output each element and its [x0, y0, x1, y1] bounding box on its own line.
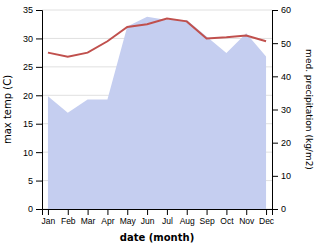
tick: 60: [272, 5, 291, 15]
tick-label: 15: [23, 119, 33, 129]
tick-mark: [167, 209, 168, 215]
tick-mark: [272, 143, 278, 144]
tick-label: 30: [281, 105, 291, 115]
tick-mark: [127, 209, 128, 215]
axis-line: [36, 11, 43, 210]
tick-label: 50: [281, 39, 291, 49]
axis-line: [273, 11, 279, 210]
tick-mark: [36, 95, 42, 96]
tick: 5: [28, 176, 42, 186]
x-axis: Jan Feb Mar Apr May Jun Jul Aug Sep Oct Nov Dec: [42, 209, 275, 226]
axis-line: [43, 210, 273, 216]
tick-mark: [272, 10, 278, 11]
tick: 40: [272, 72, 291, 82]
tick: Jul: [162, 209, 173, 226]
tick-mark: [272, 209, 278, 210]
tick-label: 25: [23, 62, 33, 72]
tick-label: 60: [281, 5, 291, 15]
tick: 30: [23, 34, 42, 44]
tick-mark: [272, 176, 278, 177]
tick-mark: [36, 181, 42, 182]
tick-label: Nov: [239, 216, 255, 226]
tick: Apr: [101, 209, 114, 226]
tick-label: Jun: [141, 216, 155, 226]
line: [48, 19, 266, 57]
tick-mark: [246, 209, 247, 215]
tick: May: [120, 209, 137, 226]
tick: 0: [28, 204, 42, 214]
tick-label: 20: [281, 138, 291, 148]
tick: Oct: [220, 209, 234, 226]
tick-label: Sep: [200, 216, 215, 226]
area: [48, 17, 266, 209]
tick-label: Feb: [61, 216, 76, 226]
tick: Aug: [180, 209, 195, 226]
tick-label: 35: [23, 5, 33, 15]
tick: Jun: [141, 209, 155, 226]
tick-mark: [266, 209, 267, 215]
tick-mark: [272, 76, 278, 77]
tick: Nov: [239, 209, 255, 226]
tick-label: Jul: [162, 216, 173, 226]
tick: Sep: [200, 209, 215, 226]
tick: Dec: [259, 209, 275, 226]
tick-label: Jan: [42, 216, 56, 226]
tick-mark: [36, 152, 42, 153]
tick-label: Mar: [81, 216, 96, 226]
tick-mark: [36, 124, 42, 125]
tick-mark: [107, 209, 108, 215]
tick-mark: [36, 38, 42, 39]
tick-mark: [226, 209, 227, 215]
tick-label: May: [120, 216, 137, 226]
tick-label: Oct: [220, 216, 234, 226]
tick-label: 0: [281, 204, 286, 214]
marks: [48, 17, 266, 209]
tick-mark: [272, 43, 278, 44]
tick: 30: [272, 105, 291, 115]
tick: 20: [272, 138, 291, 148]
tick-label: 10: [23, 148, 33, 158]
tick: 10: [23, 148, 42, 158]
grid: [42, 10, 272, 209]
tick-mark: [36, 209, 42, 210]
tick-mark: [147, 209, 148, 215]
y-axis-title: max temp (C): [2, 75, 13, 144]
tick: 0: [272, 204, 286, 214]
tick-mark: [88, 209, 89, 215]
tick-mark: [68, 209, 69, 215]
tick-mark: [272, 110, 278, 111]
tick-mark: [48, 209, 49, 215]
tick-label: Dec: [259, 216, 275, 226]
tick-label: 40: [281, 72, 291, 82]
tick: 35: [23, 5, 42, 15]
tick-label: 0: [28, 204, 33, 214]
tick-mark: [187, 209, 188, 215]
grid-line: [42, 10, 272, 11]
tick: Mar: [81, 209, 96, 226]
y-axis: 0 5 10 15 20 25 30 35: [23, 5, 43, 214]
tick: 15: [23, 119, 42, 129]
tick: Jan: [42, 209, 56, 226]
tick-label: Aug: [180, 216, 195, 226]
tick: 50: [272, 39, 291, 49]
y2-axis: 0 10 20 30 40 50 60: [272, 5, 291, 214]
tick-mark: [36, 10, 42, 11]
tick-label: 5: [28, 176, 33, 186]
tick: 20: [23, 91, 42, 101]
tick: Feb: [61, 209, 76, 226]
tick: 10: [272, 171, 291, 181]
tick-label: 10: [281, 171, 291, 181]
tick-label: 30: [23, 34, 33, 44]
tick-mark: [207, 209, 208, 215]
tick-label: Apr: [101, 216, 114, 226]
tick-mark: [36, 67, 42, 68]
chart: Jan Feb Mar Apr May Jun Jul Aug Sep Oct Nov Dec 0 5 10…: [0, 0, 318, 247]
x-axis-title: date (month): [120, 232, 194, 243]
plot: Jan Feb Mar Apr May Jun Jul Aug Sep Oct Nov Dec 0 5 10…: [23, 5, 291, 226]
y2-axis-title: med. precipitation (kg/m2): [304, 49, 314, 170]
tick: 25: [23, 62, 42, 72]
tick-label: 20: [23, 91, 33, 101]
